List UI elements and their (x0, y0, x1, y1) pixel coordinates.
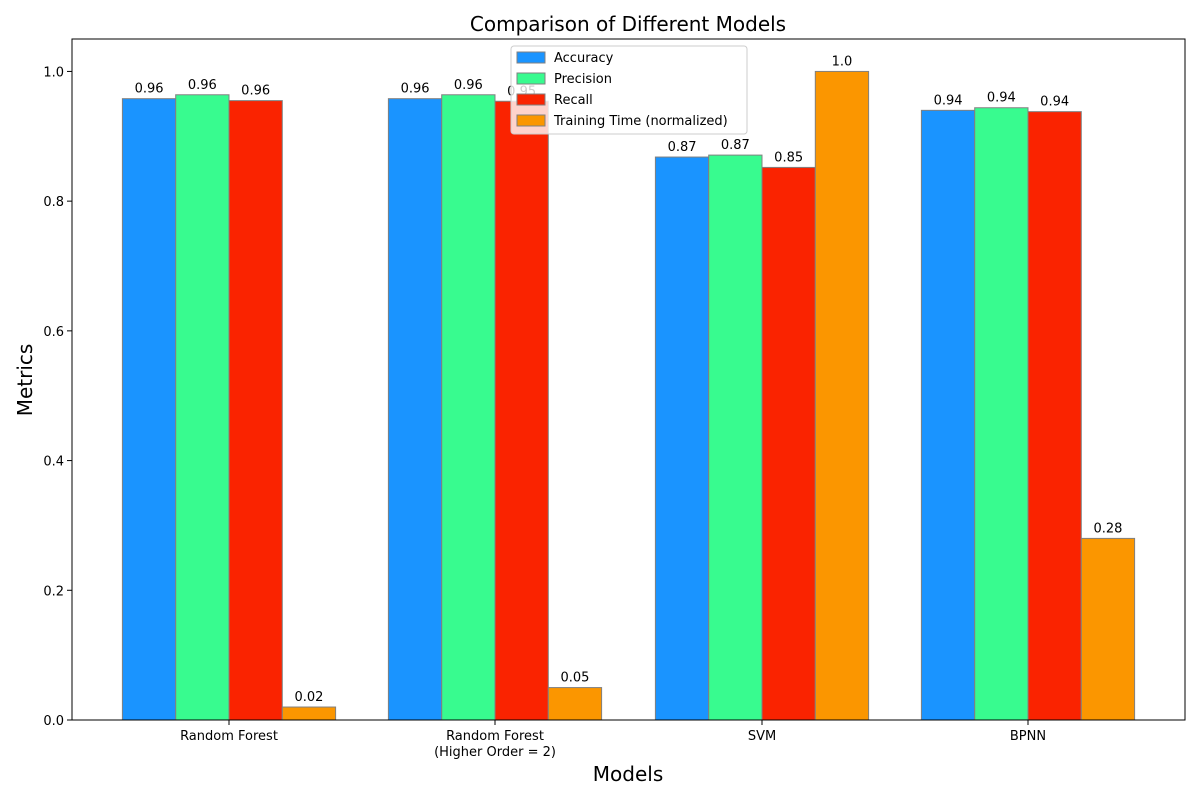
x-tick-label: BPNN (1010, 729, 1046, 744)
y-tick-label: 1.0 (43, 65, 64, 80)
bar-accuracy-1 (387, 98, 443, 721)
bar-accuracy-2 (654, 156, 710, 721)
legend-box (510, 45, 748, 135)
bar-precision-1 (441, 94, 496, 721)
bar-value-label: 0.87 (668, 140, 697, 155)
legend-label: Precision (554, 72, 612, 87)
y-tick-label: 0.8 (43, 195, 64, 210)
bar-value-label: 0.28 (1093, 521, 1122, 536)
y-tick-label: 0.0 (43, 714, 64, 729)
bar-value-label: 0.96 (401, 82, 430, 97)
legend-label: Recall (554, 93, 593, 108)
legend-label: Accuracy (554, 51, 614, 66)
bar-training-3 (1080, 537, 1136, 721)
y-axis: 0.0 0.2 0.4 0.6 0.8 1.0 (43, 65, 72, 729)
y-tick-label: 0.2 (43, 584, 64, 599)
bar-recall-0 (228, 100, 283, 721)
x-axis: Random Forest Random Forest (Higher Order … (180, 720, 1046, 760)
bar-precision-0 (175, 94, 230, 721)
bar-recall-1 (494, 100, 549, 721)
y-tick-label: 0.4 (43, 455, 64, 470)
legend-swatch (516, 93, 546, 106)
plot-area: 0.960.960.960.020.960.960.950.050.870.87… (121, 54, 1136, 721)
bar-accuracy-3 (920, 109, 976, 721)
bar-recall-2 (761, 166, 816, 721)
y-axis-title: Metrics (13, 344, 37, 417)
bar-value-label: 0.94 (987, 91, 1016, 106)
bar-recall-3 (1027, 111, 1082, 721)
bar-value-label: 0.94 (1040, 95, 1069, 110)
chart-title: Comparison of Different Models (470, 12, 786, 36)
x-axis-title: Models (593, 762, 663, 786)
legend-swatch (516, 114, 546, 127)
legend: Accuracy Precision Recall Training Time (no… (510, 45, 748, 135)
legend-label: Training Time (normalized) (553, 114, 728, 129)
bar-value-label: 0.85 (774, 150, 803, 165)
x-tick-label: Random Forest (180, 729, 278, 744)
bar-value-label: 0.96 (241, 84, 270, 99)
bar-value-label: 0.87 (721, 138, 750, 153)
bar-value-label: 0.94 (934, 93, 963, 108)
bar-training-0 (281, 706, 337, 721)
x-tick-label-line: (Higher Order = 2) (434, 745, 556, 760)
x-tick-label-line: Random Forest (446, 729, 544, 744)
bar-value-label: 0.96 (454, 78, 483, 93)
bar-value-label: 0.02 (294, 690, 323, 705)
plot-frame (71, 38, 1186, 721)
bar-precision-3 (974, 107, 1029, 721)
bar-value-label: 0.05 (560, 671, 589, 686)
bar-training-1 (547, 687, 603, 721)
bar-value-label: 0.96 (135, 82, 164, 97)
y-tick-label: 0.6 (43, 325, 64, 340)
bar-training-2 (814, 70, 870, 721)
legend-swatch (516, 72, 546, 85)
legend-swatch (516, 51, 546, 64)
bar-accuracy-0 (121, 98, 177, 721)
bar-value-label: 1.0 (832, 54, 853, 69)
x-tick-label: Random Forest (Higher Order = 2) (434, 729, 556, 760)
bar-precision-2 (708, 154, 763, 721)
bar-value-label: 0.96 (188, 78, 217, 93)
x-tick-label: SVM (748, 729, 776, 744)
